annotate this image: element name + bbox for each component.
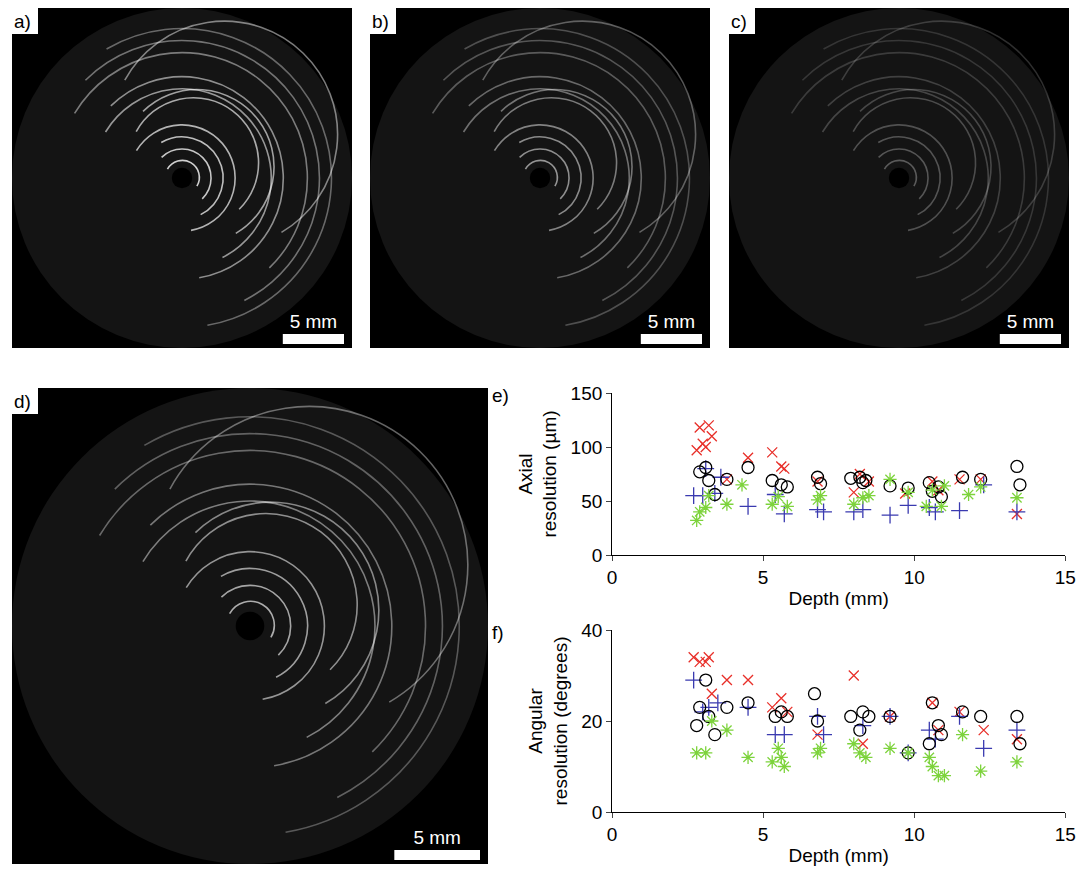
svg-text:5 mm: 5 mm — [290, 311, 338, 332]
svg-text:Axialresolution (µm): Axialresolution (µm) — [515, 410, 561, 537]
svg-text:10: 10 — [904, 824, 925, 845]
svg-text:b): b) — [372, 11, 389, 32]
svg-text:50: 50 — [581, 491, 602, 512]
svg-text:5 mm: 5 mm — [648, 311, 696, 332]
svg-text:0: 0 — [607, 567, 618, 588]
svg-text:c): c) — [731, 11, 747, 32]
svg-text:5: 5 — [758, 824, 769, 845]
svg-text:f): f) — [492, 622, 504, 643]
svg-text:10: 10 — [904, 567, 925, 588]
svg-text:e): e) — [492, 385, 509, 406]
svg-text:0: 0 — [607, 824, 618, 845]
svg-text:5: 5 — [758, 567, 769, 588]
svg-text:d): d) — [14, 391, 31, 412]
svg-text:Depth (mm): Depth (mm) — [789, 588, 889, 609]
svg-text:a): a) — [14, 11, 31, 32]
svg-text:40: 40 — [581, 620, 602, 641]
svg-text:5 mm: 5 mm — [413, 827, 461, 848]
svg-text:Angularresolution (degrees): Angularresolution (degrees) — [525, 637, 571, 806]
svg-text:5 mm: 5 mm — [1007, 311, 1055, 332]
svg-text:15: 15 — [1055, 824, 1076, 845]
svg-text:0: 0 — [592, 545, 603, 566]
svg-text:Depth (mm): Depth (mm) — [789, 845, 889, 866]
svg-text:15: 15 — [1055, 567, 1076, 588]
svg-text:20: 20 — [581, 711, 602, 732]
svg-text:100: 100 — [571, 437, 603, 458]
svg-text:0: 0 — [592, 802, 603, 823]
svg-text:150: 150 — [571, 383, 603, 404]
